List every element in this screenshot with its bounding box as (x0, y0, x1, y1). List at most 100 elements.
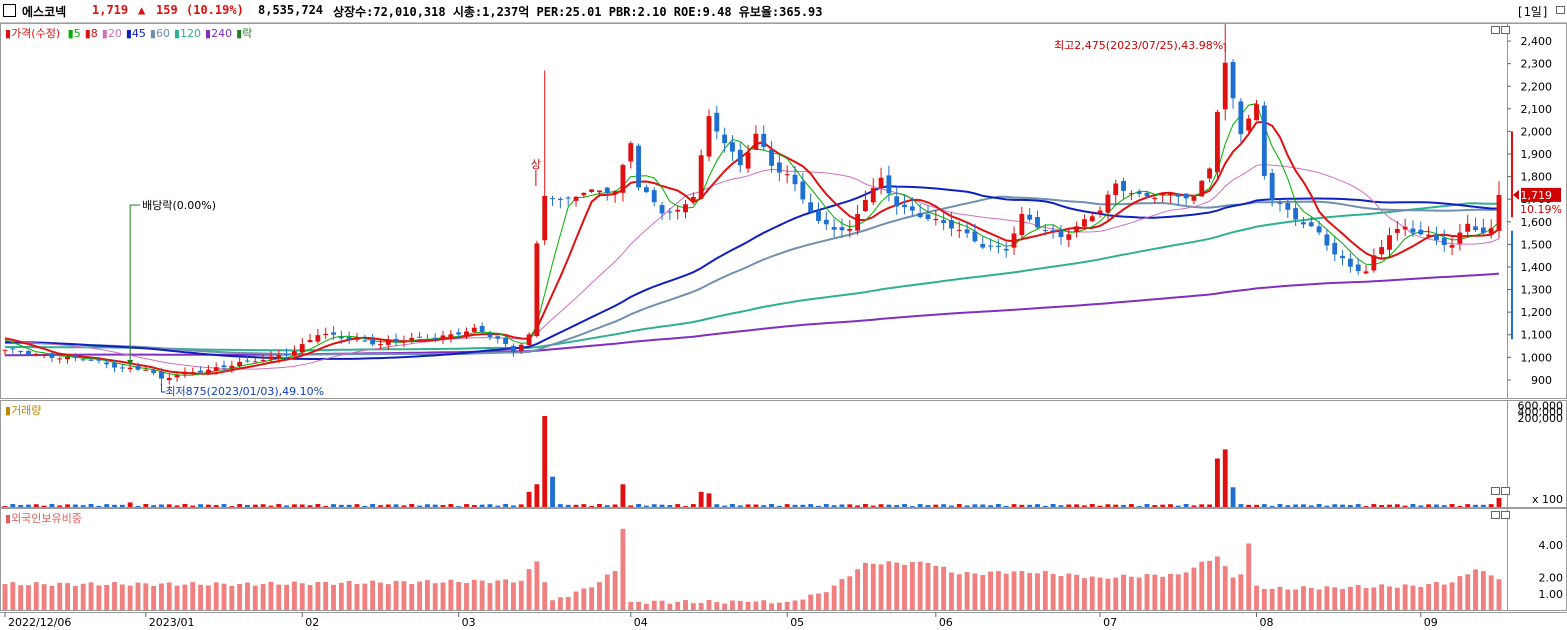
volume-bar (581, 504, 587, 507)
candle-body (1214, 111, 1220, 173)
foreign-bar (1074, 574, 1080, 610)
candle-body (1058, 230, 1064, 238)
foreign-bar (769, 603, 774, 610)
foreign-bar (597, 582, 602, 610)
volume-bar (487, 504, 493, 507)
candle-body (57, 358, 63, 360)
candle-body (424, 339, 430, 341)
volume-bar (166, 504, 172, 507)
candle-body (229, 365, 235, 369)
foreign-bar (737, 601, 743, 610)
candle-body (41, 354, 47, 356)
candle-body (135, 365, 141, 370)
up-arrow-icon: ▲ (138, 3, 146, 17)
price-pane-restore-icon[interactable] (1491, 26, 1500, 34)
foreign-bar (518, 580, 524, 610)
low-pointer (160, 384, 166, 393)
foreign-bar (1121, 574, 1126, 610)
volume-bar (291, 504, 297, 507)
foreign-pane-close-icon[interactable] (1501, 511, 1510, 519)
candle-body (346, 337, 352, 340)
candle-body (714, 112, 720, 132)
price-tick-label: 2,200 (1521, 80, 1553, 93)
foreign-bar (886, 561, 892, 610)
volume-bar (1074, 504, 1080, 507)
volume-bar (26, 504, 31, 507)
foreign-bar (800, 599, 806, 610)
foreign-bar (96, 585, 102, 610)
volume-bar (182, 503, 188, 507)
foreign-bar (143, 583, 149, 610)
foreign-bar (479, 580, 485, 610)
candle-body (941, 220, 947, 223)
price-pane-close-icon[interactable] (1501, 26, 1510, 34)
volume-bar (557, 504, 563, 507)
volume-bar (1254, 504, 1259, 507)
candle-body (487, 334, 493, 337)
close-icon[interactable] (1556, 6, 1565, 14)
candle-body (338, 336, 344, 339)
foreign-bar (1222, 566, 1228, 610)
volume-bar (683, 506, 688, 507)
volume-bar (65, 504, 71, 507)
volume-bar (1457, 505, 1463, 507)
foreign-bar (1496, 579, 1502, 610)
foreign-bar (980, 574, 986, 610)
foreign-bar (925, 562, 931, 610)
volume-pane-restore-icon[interactable] (1491, 487, 1500, 495)
volume-bar (80, 505, 86, 507)
foreign-bar (839, 578, 845, 610)
candle-body (33, 353, 39, 355)
candle-body (1254, 104, 1259, 121)
volume-bar (409, 503, 415, 507)
foreign-bar (190, 582, 196, 610)
candle-body (526, 334, 532, 346)
foreign-bar (456, 581, 462, 610)
foreign-bar (409, 583, 415, 610)
foreign-bar (495, 580, 501, 610)
volume-bar (1105, 504, 1111, 507)
candle-body (1168, 192, 1173, 195)
candle-body (464, 331, 469, 336)
period-selector[interactable]: [1일] (1516, 5, 1549, 19)
foreign-pane-restore-icon[interactable] (1491, 511, 1500, 519)
foreign-bar (1441, 584, 1447, 610)
candle-body (315, 335, 321, 342)
foreign-bar (894, 562, 900, 610)
price-tick-label: 1,100 (1521, 329, 1553, 342)
volume-pane-close-icon[interactable] (1501, 487, 1510, 495)
volume-bar (370, 503, 376, 507)
candle-body (1113, 183, 1119, 196)
volume-bar (174, 505, 180, 507)
volume-bar (1042, 505, 1048, 507)
candle-body (370, 339, 376, 345)
candle-body (1003, 248, 1009, 251)
volume-bar (1410, 503, 1416, 507)
volume-bar (1128, 504, 1134, 507)
volume-bar (1433, 504, 1439, 507)
volume-bar (706, 493, 712, 507)
candle-body (1207, 168, 1213, 179)
foreign-bar (1308, 587, 1314, 610)
foreign-bar (331, 584, 336, 610)
foreign-bar (1183, 572, 1189, 610)
volume-bar (276, 503, 282, 507)
foreign-bar (683, 600, 688, 610)
candle-body (1222, 62, 1228, 110)
foreign-bar (862, 562, 868, 610)
candle-body (784, 174, 790, 176)
volume-bar (448, 504, 454, 507)
candle-body (1363, 271, 1369, 274)
candle-body (636, 145, 642, 188)
candle-body (925, 214, 931, 220)
volume-bar (1285, 505, 1291, 507)
volume-bar (33, 504, 39, 507)
foreign-bar (1347, 586, 1353, 610)
select-checkbox[interactable] (3, 4, 16, 17)
volume-bar (917, 504, 923, 507)
candle-body (722, 134, 728, 144)
volume-bar (604, 505, 610, 507)
price-tick-label: 1,300 (1521, 284, 1553, 297)
foreign-bar (229, 585, 235, 610)
